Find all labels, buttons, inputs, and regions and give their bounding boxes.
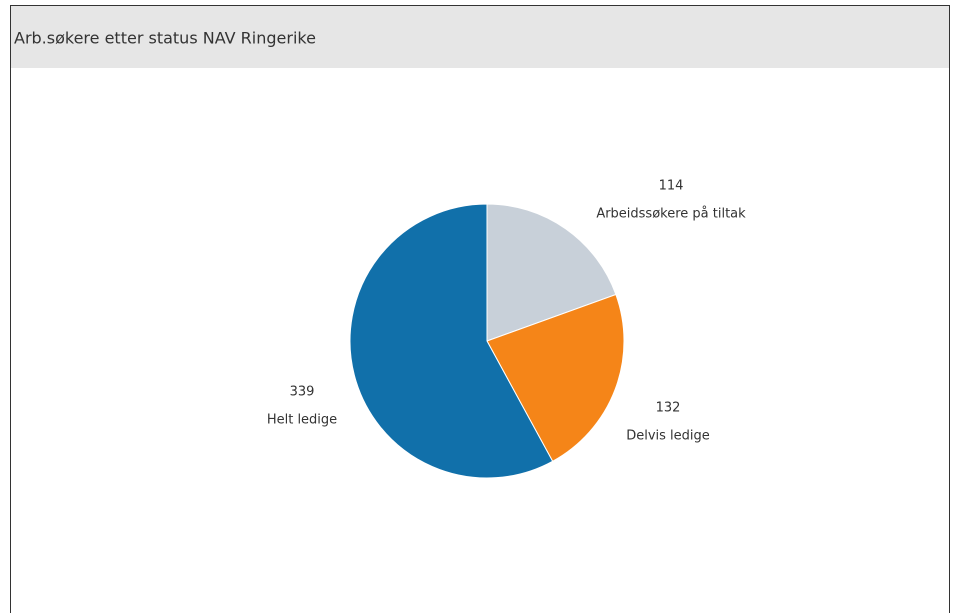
slice-value-label: 114 — [659, 179, 684, 194]
slice-category-label: Delvis ledige — [626, 429, 710, 444]
pie-slice — [486, 293, 625, 462]
pie-slice — [349, 203, 554, 479]
chart-title: Arb.søkere etter status NAV Ringerike — [14, 29, 316, 48]
slice-category-label: Helt ledige — [267, 413, 337, 428]
slice-category-label: Arbeidssøkere på tiltak — [596, 207, 746, 222]
slice-value-label: 132 — [656, 401, 681, 416]
slice-value-label: 339 — [290, 385, 315, 400]
pie-slice — [486, 203, 617, 342]
panel-header — [11, 6, 949, 68]
